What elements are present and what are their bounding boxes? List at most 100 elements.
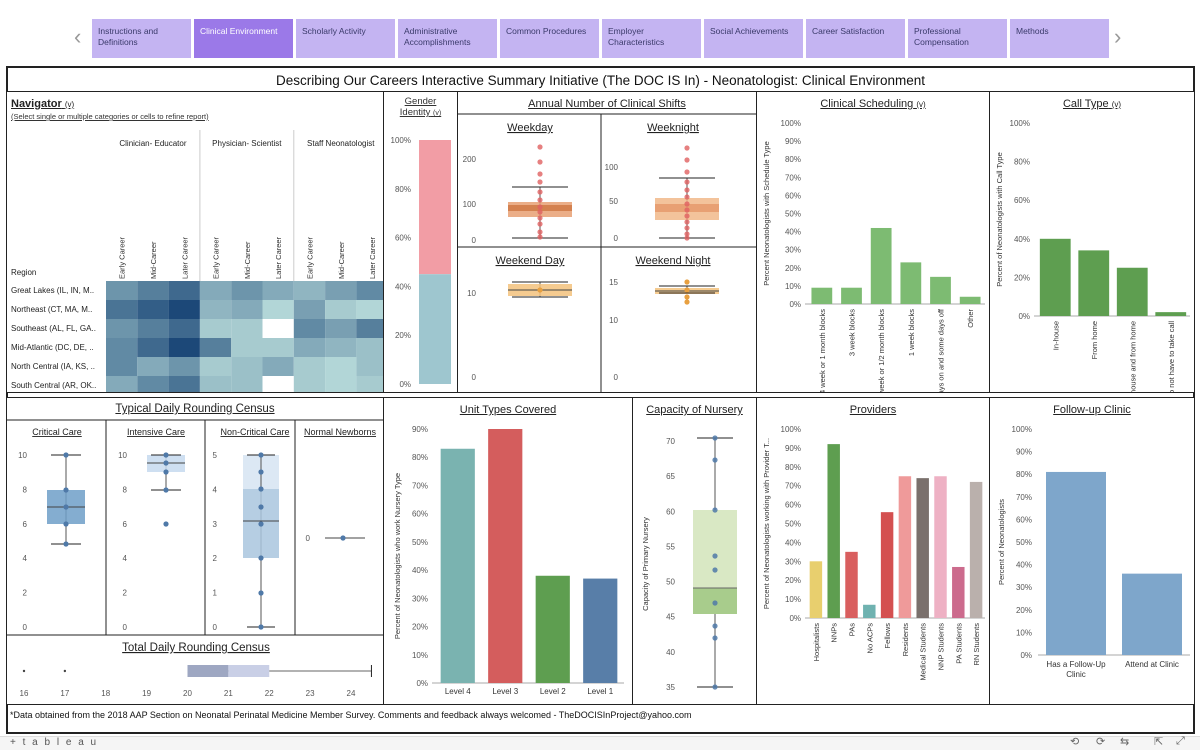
tab-professional-compensation[interactable]: Professional Compensation xyxy=(908,19,1007,58)
box-point[interactable] xyxy=(163,521,169,527)
navigator-heat-cell[interactable] xyxy=(168,338,200,357)
capacity-chart[interactable]: Capacity of Primary Nursery 70 65 60 55 50 45 4… xyxy=(633,398,757,704)
navigator-heat-cell[interactable] xyxy=(199,357,232,376)
total-census-point[interactable] xyxy=(63,669,67,673)
chart-bar[interactable] xyxy=(845,551,858,618)
box-point[interactable] xyxy=(258,555,264,561)
navigator-heat-cell[interactable] xyxy=(137,319,169,338)
navigator-heat-cell[interactable] xyxy=(262,281,294,300)
navigator-heat-cell[interactable] xyxy=(325,300,357,319)
navigator-heat-cell[interactable] xyxy=(168,319,200,338)
weeknight-point[interactable] xyxy=(684,213,690,219)
navigator-heat-cell[interactable] xyxy=(325,281,357,300)
navigator-heat-cell[interactable] xyxy=(199,338,232,357)
box-point[interactable] xyxy=(163,487,169,493)
box-iqr[interactable] xyxy=(693,510,737,588)
weeknight-point[interactable] xyxy=(684,157,690,163)
calltype-chart[interactable]: Percent of Neonatologists with Call Type… xyxy=(990,92,1195,392)
navigator-heat-cell[interactable] xyxy=(168,357,200,376)
chart-bar[interactable] xyxy=(841,287,862,304)
navigator-region-label[interactable]: South Central (AR, OK.. xyxy=(11,381,96,390)
chart-bar[interactable] xyxy=(1155,312,1187,316)
weeknight-point[interactable] xyxy=(684,207,690,213)
chart-bar[interactable] xyxy=(827,444,840,618)
calltype-info-toggle[interactable]: (v) xyxy=(1111,100,1122,109)
weekday-point[interactable] xyxy=(537,215,543,221)
navigator-subcol-label[interactable]: Later Career xyxy=(274,236,283,279)
navigator-heat-cell[interactable] xyxy=(325,338,357,357)
chart-bar[interactable] xyxy=(811,287,833,304)
chart-bar[interactable] xyxy=(934,476,947,618)
navigator-heat-cell[interactable] xyxy=(356,376,384,392)
box-point[interactable] xyxy=(163,452,169,458)
navigator-heat-cell[interactable] xyxy=(293,376,326,392)
chart-bar[interactable] xyxy=(1039,238,1071,316)
chart-bar[interactable] xyxy=(880,512,894,618)
newborn-point[interactable] xyxy=(340,535,346,541)
navigator-region-label[interactable]: Great Lakes (IL, IN, M.. xyxy=(11,286,94,295)
navigator-subcol-label[interactable]: Early Career xyxy=(212,236,221,279)
navigator-region-label[interactable]: Mid-Atlantic (DC, DE, .. xyxy=(11,343,94,352)
navigator-heat-cell[interactable] xyxy=(137,357,169,376)
weekday-point[interactable] xyxy=(537,197,543,203)
navigator-heat-cell[interactable] xyxy=(231,281,263,300)
navigator-subcol-label[interactable]: Early Career xyxy=(118,236,127,279)
chart-bar[interactable] xyxy=(1078,250,1110,316)
weekendnight-point[interactable] xyxy=(684,294,690,300)
revert-icon[interactable]: ⇆ xyxy=(1120,736,1130,748)
box-point[interactable] xyxy=(63,541,69,547)
navigator-group-label[interactable]: Staff Neonatologist xyxy=(307,139,375,148)
weeknight-point[interactable] xyxy=(684,225,690,231)
navigator-heat-cell[interactable] xyxy=(262,300,294,319)
navigator-region-label[interactable]: Southeast (AL, FL, GA.. xyxy=(11,324,96,333)
rounding-charts[interactable]: Critical Care Intensive Care Non-Critical … xyxy=(7,398,384,704)
navigator-heat-cell[interactable] xyxy=(199,376,232,392)
navigator-heat-cell[interactable] xyxy=(199,319,232,338)
weekday-point[interactable] xyxy=(537,159,543,165)
chart-bar[interactable] xyxy=(900,262,922,304)
navigator-heat-cell[interactable] xyxy=(293,281,326,300)
weeknight-point[interactable] xyxy=(684,201,690,207)
scheduling-info-toggle[interactable]: (v) xyxy=(916,100,926,109)
box-point[interactable] xyxy=(258,452,264,458)
tabs-next-arrow[interactable]: › xyxy=(1114,24,1122,49)
navigator-heat-cell[interactable] xyxy=(262,338,294,357)
navigator-heat-cell[interactable] xyxy=(168,300,200,319)
tab-methods[interactable]: Methods xyxy=(1010,19,1109,58)
capacity-point[interactable] xyxy=(712,623,718,629)
weeknight-point[interactable] xyxy=(684,194,690,200)
shifts-charts[interactable]: Weekday Weeknight Weekend Day Weekend Night… xyxy=(458,92,757,392)
navigator-heat-cell[interactable] xyxy=(106,300,138,319)
navigator-heat-cell[interactable] xyxy=(356,300,384,319)
capacity-point[interactable] xyxy=(712,553,718,559)
chart-bar[interactable] xyxy=(870,227,892,304)
weeknight-point[interactable] xyxy=(684,231,690,237)
navigator-heat-cell[interactable] xyxy=(199,281,232,300)
chart-bar[interactable] xyxy=(440,448,475,683)
tabs-prev-arrow[interactable]: ‹ xyxy=(74,24,82,49)
navigator-heat-cell[interactable] xyxy=(325,357,357,376)
capacity-point[interactable] xyxy=(712,684,718,690)
tab-career-satisfaction[interactable]: Career Satisfaction xyxy=(806,19,905,58)
weekday-point[interactable] xyxy=(537,204,543,210)
chart-bar[interactable] xyxy=(488,429,523,683)
tab-clinical-environment[interactable]: Clinical Environment xyxy=(194,19,293,58)
weekday-point[interactable] xyxy=(537,209,543,215)
navigator-heat-cell[interactable] xyxy=(106,357,138,376)
navigator-heat-cell[interactable] xyxy=(106,338,138,357)
box-point[interactable] xyxy=(258,624,264,630)
weekday-point[interactable] xyxy=(537,171,543,177)
weekday-point[interactable] xyxy=(537,229,543,235)
navigator-heat-cell[interactable] xyxy=(231,300,263,319)
chart-bar[interactable] xyxy=(1046,471,1106,655)
tab-common-procedures[interactable]: Common Procedures xyxy=(500,19,599,58)
chart-bar[interactable] xyxy=(863,604,876,618)
navigator-heat-cell[interactable] xyxy=(262,357,294,376)
unittypes-chart[interactable]: Percent of Neonatologists who work Nurse… xyxy=(384,398,633,704)
weekday-point[interactable] xyxy=(537,144,543,150)
navigator-heat-cell[interactable] xyxy=(137,300,169,319)
navigator-subcol-label[interactable]: Mid-Career xyxy=(243,241,252,279)
chart-bar[interactable] xyxy=(535,575,570,683)
tab-scholarly-activity[interactable]: Scholarly Activity xyxy=(296,19,395,58)
chart-bar[interactable] xyxy=(959,296,981,304)
